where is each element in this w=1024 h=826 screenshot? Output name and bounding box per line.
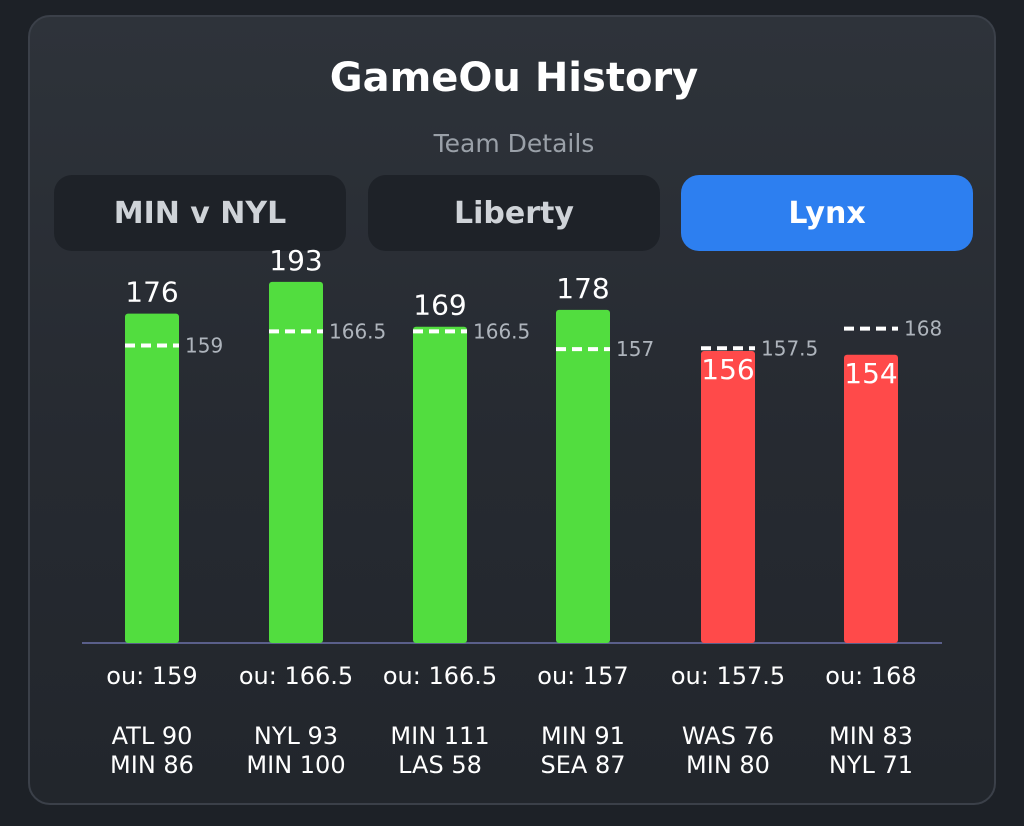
bar-value-label: 178 [556,272,609,305]
ou-line-label: 157.5 [761,336,818,360]
bar-2 [269,281,323,643]
bar-value-label: 156 [701,353,754,386]
score-line-1: NYL 93 [254,722,338,750]
ou-line-label: 166.5 [473,319,530,343]
bar-value-label: 193 [269,244,322,277]
bar-3 [413,326,467,643]
ou-label: ou: 159 [106,662,197,690]
game-ou-card: GameOu History Team Details MIN v NYL Li… [28,15,996,805]
score-line-1: MIN 111 [390,722,489,750]
score-line-2: SEA 87 [541,751,626,779]
score-line-2: MIN 80 [686,751,770,779]
score-line-2: NYL 71 [829,751,913,779]
ou-label: ou: 157.5 [671,662,785,690]
score-line-1: MIN 83 [829,722,913,750]
tab-liberty[interactable]: Liberty [368,175,660,251]
score-line-1: WAS 76 [682,722,774,750]
bar-4 [556,309,610,643]
bar-6 [844,354,898,643]
ou-line-label: 166.5 [329,319,386,343]
bar-1 [125,313,179,643]
ou-label: ou: 166.5 [239,662,353,690]
score-line-2: MIN 100 [246,751,345,779]
ou-line-label: 168 [904,317,942,341]
chart-subtitle: Team Details [433,129,595,158]
ou-line-label: 157 [616,337,654,361]
ou-label: ou: 166.5 [383,662,497,690]
score-line-1: MIN 91 [541,722,625,750]
bar-value-label: 176 [125,276,178,309]
ou-label: ou: 157 [537,662,628,690]
bar-value-label: 154 [844,357,897,390]
score-line-2: LAS 58 [398,751,482,779]
ou-line-label: 159 [185,333,223,357]
score-line-1: ATL 90 [112,722,193,750]
bar-5 [701,351,755,643]
ou-label: ou: 168 [825,662,916,690]
tab-matchup[interactable]: MIN v NYL [54,175,346,251]
tab-lynx[interactable]: Lynx [681,175,973,251]
chart-title: GameOu History [329,55,699,101]
bar-value-label: 169 [413,289,466,322]
score-line-2: MIN 86 [110,751,194,779]
